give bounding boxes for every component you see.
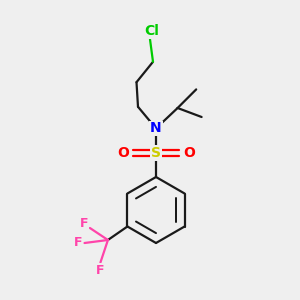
Text: Cl: Cl xyxy=(144,24,159,38)
Text: N: N xyxy=(150,122,162,135)
Text: S: S xyxy=(151,146,161,160)
Text: F: F xyxy=(96,263,104,277)
Text: F: F xyxy=(74,236,82,250)
Text: O: O xyxy=(183,146,195,160)
Text: O: O xyxy=(117,146,129,160)
Text: F: F xyxy=(80,217,89,230)
